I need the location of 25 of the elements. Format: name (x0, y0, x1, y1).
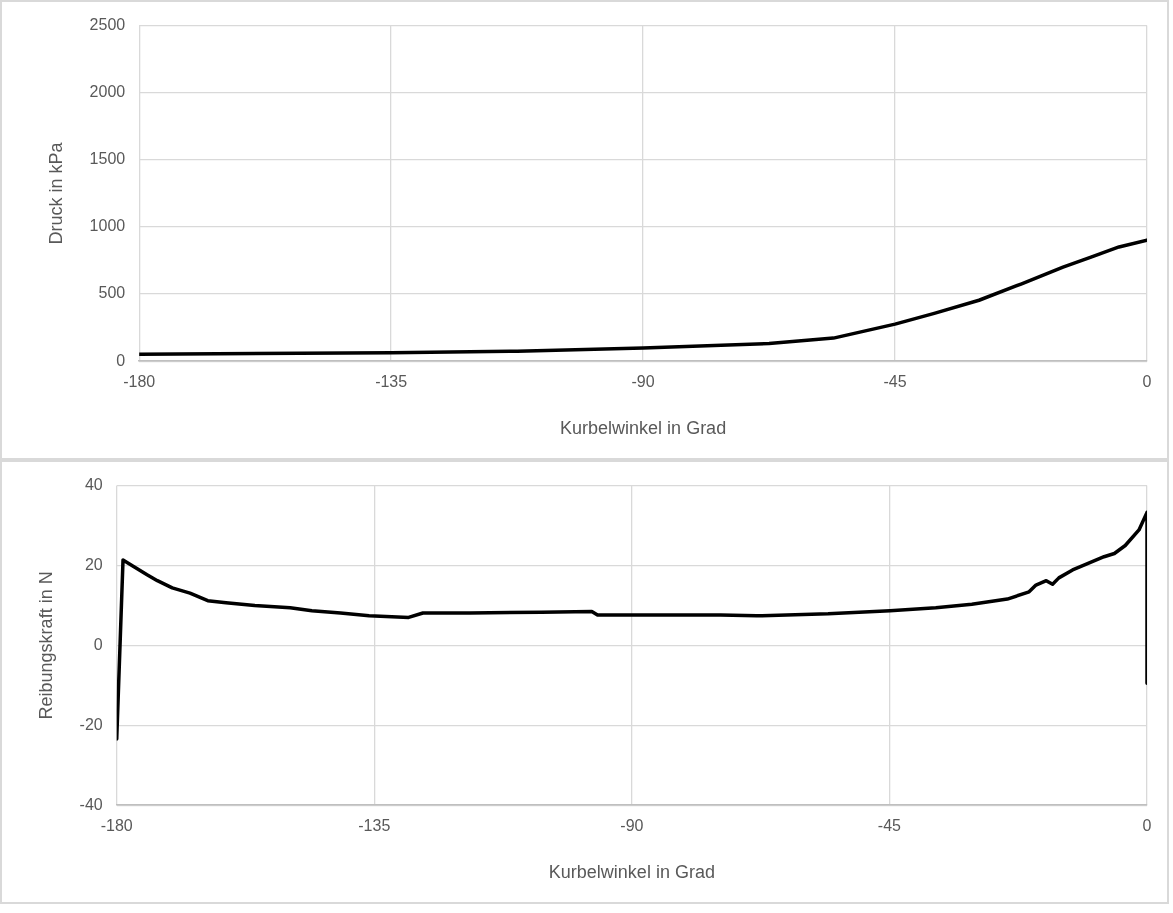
y-tick-label: 1000 (89, 217, 126, 235)
y-tick-label: 20 (84, 555, 103, 573)
y-tick-label: 1500 (89, 150, 126, 168)
x-tick-label: -135 (358, 817, 391, 835)
x-tick-label: 0 (1142, 373, 1152, 391)
y-axis-title: Reibungskraft in N (35, 571, 56, 720)
x-tick-label: -135 (375, 373, 408, 391)
x-axis-title: Kurbelwinkel in Grad (548, 862, 715, 883)
y-tick-label: 40 (84, 476, 103, 494)
y-tick-label: 500 (98, 284, 126, 302)
y-tick-label: 2000 (89, 83, 126, 101)
y-tick-label: 2500 (89, 16, 126, 34)
y-tick-label: -40 (79, 795, 103, 813)
x-tick-label: -180 (123, 373, 156, 391)
x-tick-label: -90 (620, 817, 644, 835)
y-tick-label: 0 (116, 351, 126, 369)
x-tick-label: -90 (631, 373, 655, 391)
x-axis-title: Kurbelwinkel in Grad (560, 418, 727, 439)
x-tick-label: -45 (877, 817, 902, 835)
y-tick-label: 0 (93, 635, 103, 653)
x-tick-label: -45 (883, 373, 907, 391)
x-tick-label: 0 (1142, 817, 1152, 835)
y-tick-label: -20 (79, 715, 103, 733)
y-axis-title: Druck in kPa (45, 141, 66, 245)
x-tick-label: -180 (100, 817, 133, 835)
